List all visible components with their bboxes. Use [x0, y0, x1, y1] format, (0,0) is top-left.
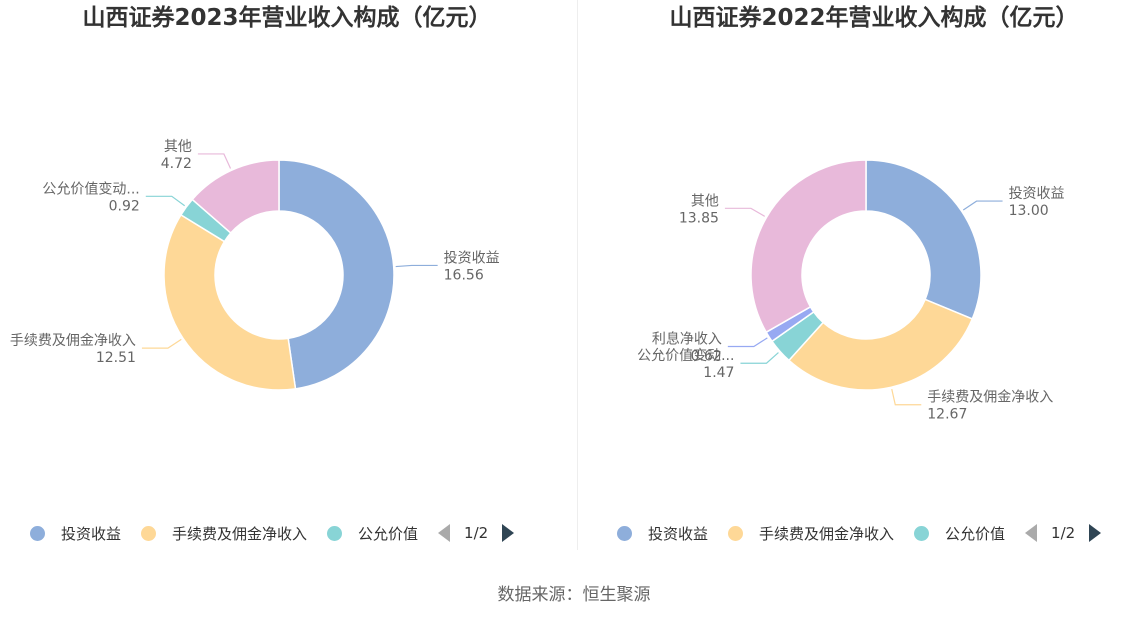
pie-slice[interactable] [750, 159, 867, 334]
chart-title: 山西证券2023年营业收入构成（亿元） [82, 5, 492, 31]
label-leader-line [891, 388, 922, 406]
label-leader-line [724, 207, 766, 217]
legend-label: 公允价值 [358, 524, 419, 543]
legend-item-fair-value[interactable]: 公允价值 [914, 523, 1005, 544]
legend-label: 投资收益 [61, 524, 122, 543]
label-leader-line [727, 337, 768, 348]
legend-dot [728, 525, 744, 541]
slice-category-label: 投资收益 [1009, 186, 1065, 202]
legend-dot [617, 525, 632, 541]
chart-legend: 投资收益 手续费及佣金净收入 公允价值 1/2 [30, 520, 515, 546]
panel-divider [577, 0, 578, 550]
legend-page-indicator: 1/2 [464, 524, 489, 542]
legend-label: 公允价值 [945, 524, 1006, 543]
slice-category-label: 公允价值变动... [637, 348, 734, 364]
slice-value-label: 13.85 [679, 210, 719, 226]
legend-label: 投资收益 [648, 524, 709, 543]
legend-next-arrow-icon[interactable] [502, 524, 515, 542]
legend-pager: 1/2 [1025, 524, 1102, 542]
slice-value-label: 12.67 [927, 407, 967, 423]
chart-title: 山西证券2022年营业收入构成（亿元） [669, 5, 1079, 31]
legend-page-indicator: 1/2 [1051, 524, 1076, 542]
slice-value-label: 12.51 [96, 350, 136, 366]
slice-value-label: 16.56 [444, 267, 484, 283]
slice-category-label: 其他 [691, 193, 719, 209]
label-leader-line [962, 200, 1003, 211]
legend-prev-arrow-icon[interactable] [438, 524, 451, 542]
label-leader-line [141, 338, 182, 349]
legend-dot [914, 525, 930, 541]
pie-slice[interactable] [163, 213, 297, 391]
data-source-note: 数据来源：恒生聚源 [497, 585, 651, 605]
chart-panel-2022: 山西证券2022年营业收入构成（亿元） 投资收益 13.00 手续费及佣金净收入 12… [587, 0, 1148, 560]
legend-dot [30, 525, 45, 541]
slice-category-label: 其他 [164, 139, 192, 155]
legend-prev-arrow-icon[interactable] [1025, 524, 1038, 542]
chart-panel-2023: 山西证券2023年营业收入构成（亿元） 投资收益 16.56 手续费及佣金净收入 12… [0, 0, 574, 560]
legend-item-commission[interactable]: 手续费及佣金净收入 [141, 523, 307, 544]
slice-category-label: 投资收益 [444, 250, 500, 266]
label-leader-line [197, 153, 232, 169]
slice-value-label: 0.62 [691, 348, 722, 364]
legend-next-arrow-icon[interactable] [1089, 524, 1102, 542]
legend-item-investment[interactable]: 投资收益 [617, 523, 708, 544]
legend-label: 手续费及佣金净收入 [759, 524, 895, 543]
pie-slice[interactable] [278, 159, 395, 390]
label-leader-line [740, 352, 779, 364]
legend-item-fair-value[interactable]: 公允价值 [327, 523, 418, 544]
legend-item-investment[interactable]: 投资收益 [30, 523, 121, 544]
legend-dot [327, 525, 343, 541]
pie-slice[interactable] [787, 298, 974, 391]
slice-category-label: 公允价值变动... [42, 181, 139, 197]
slice-category-label: 手续费及佣金净收入 [927, 389, 1053, 406]
slice-value-label: 4.72 [161, 156, 192, 172]
legend-label: 手续费及佣金净收入 [172, 524, 308, 543]
chart-legend: 投资收益 手续费及佣金净收入 公允价值 1/2 [617, 520, 1102, 546]
label-leader-line [145, 195, 186, 207]
pie-slice[interactable] [191, 159, 280, 235]
legend-pager: 1/2 [438, 524, 515, 542]
label-leader-line [395, 264, 438, 268]
pie-slice[interactable] [865, 159, 982, 320]
slice-category-label: 手续费及佣金净收入 [10, 332, 136, 349]
slice-category-label: 利息净收入 [652, 330, 722, 347]
slice-value-label: 13.00 [1009, 203, 1049, 219]
legend-dot [141, 525, 157, 541]
slice-value-label: 1.47 [703, 365, 734, 381]
legend-item-commission[interactable]: 手续费及佣金净收入 [728, 523, 894, 544]
slice-value-label: 0.92 [109, 198, 140, 214]
